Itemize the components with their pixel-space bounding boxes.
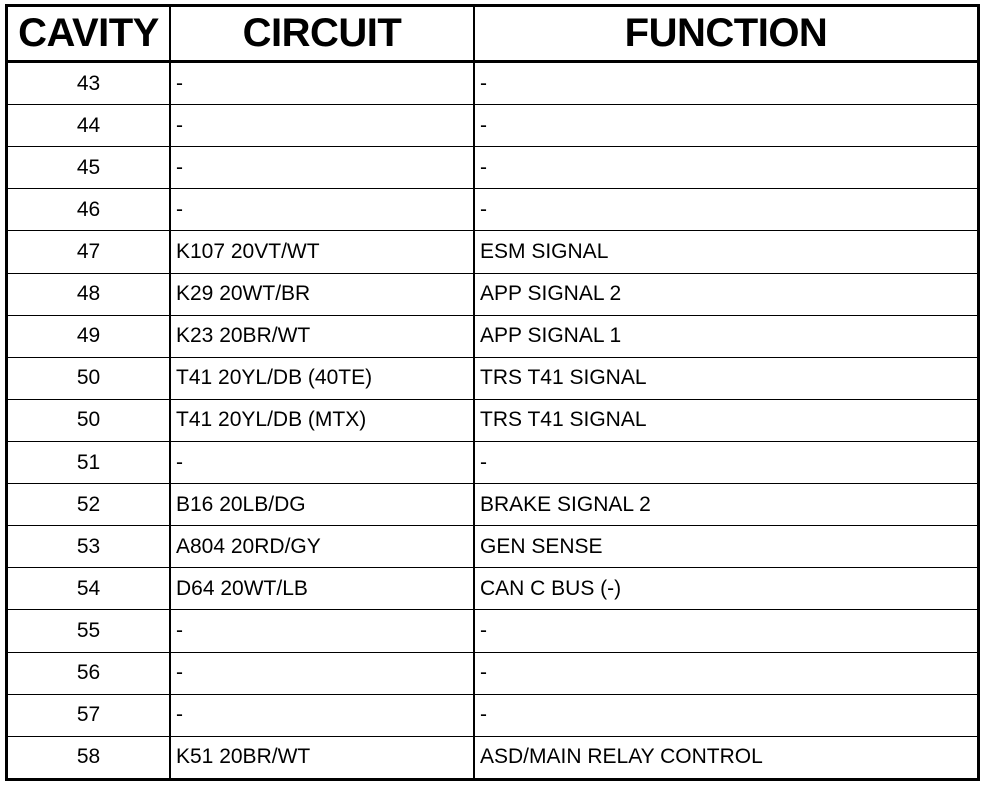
cavity-cell: 51 [8, 440, 170, 484]
function-cell: - [473, 146, 977, 189]
function-cell: ESM SIGNAL [473, 230, 977, 274]
table-row: 45- - [8, 146, 977, 189]
cavity-cell: 48 [8, 272, 170, 316]
circuit-cell: K51 20BR/WT [169, 735, 474, 778]
cavity-cell: 57 [8, 693, 170, 737]
cavity-cell: 43 [76, 71, 101, 95]
circuit-cell: - [169, 440, 474, 484]
circuit-cell: - [169, 609, 474, 653]
table-row: 49 K23 20BR/WT APP SIGNAL 1 [8, 314, 977, 358]
circuit-cell: - [169, 146, 474, 189]
circuit-cell: B16 20LB/DG [169, 483, 474, 526]
cavity-cell: 50 [8, 356, 170, 400]
function-cell: - [473, 440, 977, 484]
circuit-cell: D64 20WT/LB [169, 567, 474, 610]
cavity-cell: 53 [8, 525, 170, 568]
cavity-cell: 58 [8, 735, 170, 778]
header-row: CAVITY CIRCUIT FUNCTION [8, 7, 977, 63]
function-cell: ASD/MAIN RELAY CONTROL [473, 735, 977, 778]
header-cavity: CAVITY [8, 7, 170, 63]
table-row: 53 A804 20RD/GY GEN SENSE [8, 525, 977, 568]
table-row: 58 K51 20BR/WT ASD/MAIN RELAY CONTROL [8, 735, 977, 778]
cavity-cell: 47 [8, 230, 170, 274]
circuit-cell: K23 20BR/WT [169, 314, 474, 358]
cavity-cell: 50 [8, 398, 170, 442]
function-cell: - [473, 188, 977, 231]
cavity-cell: 46 [8, 188, 170, 231]
circuit-cell: - [169, 61, 474, 105]
table-row: 44- - [8, 104, 977, 147]
function-cell: - [473, 61, 977, 105]
table-row: 48 K29 20WT/BR APP SIGNAL 2 [8, 272, 977, 316]
cavity-cell: 56 [8, 651, 170, 695]
function-cell: APP SIGNAL 1 [473, 314, 977, 358]
circuit-cell: T41 20YL/DB (MTX) [169, 398, 474, 442]
table-row: 50 T41 20YL/DB (MTX) TRS T41 SIGNAL [8, 398, 977, 442]
table-row: 52 B16 20LB/DG BRAKE SIGNAL 2 [8, 483, 977, 526]
table-row: 57- - [8, 693, 977, 737]
circuit-cell: - [169, 104, 474, 147]
circuit-cell: - [169, 693, 474, 737]
function-cell: - [473, 609, 977, 653]
cavity-cell: 49 [8, 314, 170, 358]
function-cell: - [473, 651, 977, 695]
table-row: 47 K107 20VT/WT ESM SIGNAL [8, 230, 977, 274]
function-cell: TRS T41 SIGNAL [473, 356, 977, 400]
table-row: 46- - [8, 188, 977, 231]
function-cell: - [473, 104, 977, 147]
table-row: 43 - - [8, 61, 977, 105]
table-row: 51- - [8, 440, 977, 484]
circuit-cell: T41 20YL/DB (40TE) [169, 356, 474, 400]
table-row: 50 T41 20YL/DB (40TE) TRS T41 SIGNAL [8, 356, 977, 400]
circuit-cell: K29 20WT/BR [169, 272, 474, 316]
cavity-cell: 52 [8, 483, 170, 526]
circuit-cell: A804 20RD/GY [169, 525, 474, 568]
circuit-cell: K107 20VT/WT [169, 230, 474, 274]
circuit-cell: - [169, 651, 474, 695]
function-cell: GEN SENSE [473, 525, 977, 568]
function-cell: APP SIGNAL 2 [473, 272, 977, 316]
cavity-cell: 45 [8, 146, 170, 189]
cavity-cell: 55 [8, 609, 170, 653]
table-row: 56- - [8, 651, 977, 695]
function-cell: CAN C BUS (-) [473, 567, 977, 610]
circuit-cell: - [169, 188, 474, 231]
table-row: 55- - [8, 609, 977, 653]
cavity-cell: 54 [8, 567, 170, 610]
cavity-cell: 44 [8, 104, 170, 147]
function-cell: BRAKE SIGNAL 2 [473, 483, 977, 526]
table-row: 54 D64 20WT/LB CAN C BUS (-) [8, 567, 977, 610]
connector-pinout-table: CAVITY CIRCUIT FUNCTION 43- -44- -45- -46- -… [5, 4, 980, 781]
function-cell: TRS T41 SIGNAL [473, 398, 977, 442]
header-circuit: CIRCUIT [169, 7, 474, 63]
function-cell: - [473, 693, 977, 737]
header-function: FUNCTION [473, 7, 977, 63]
